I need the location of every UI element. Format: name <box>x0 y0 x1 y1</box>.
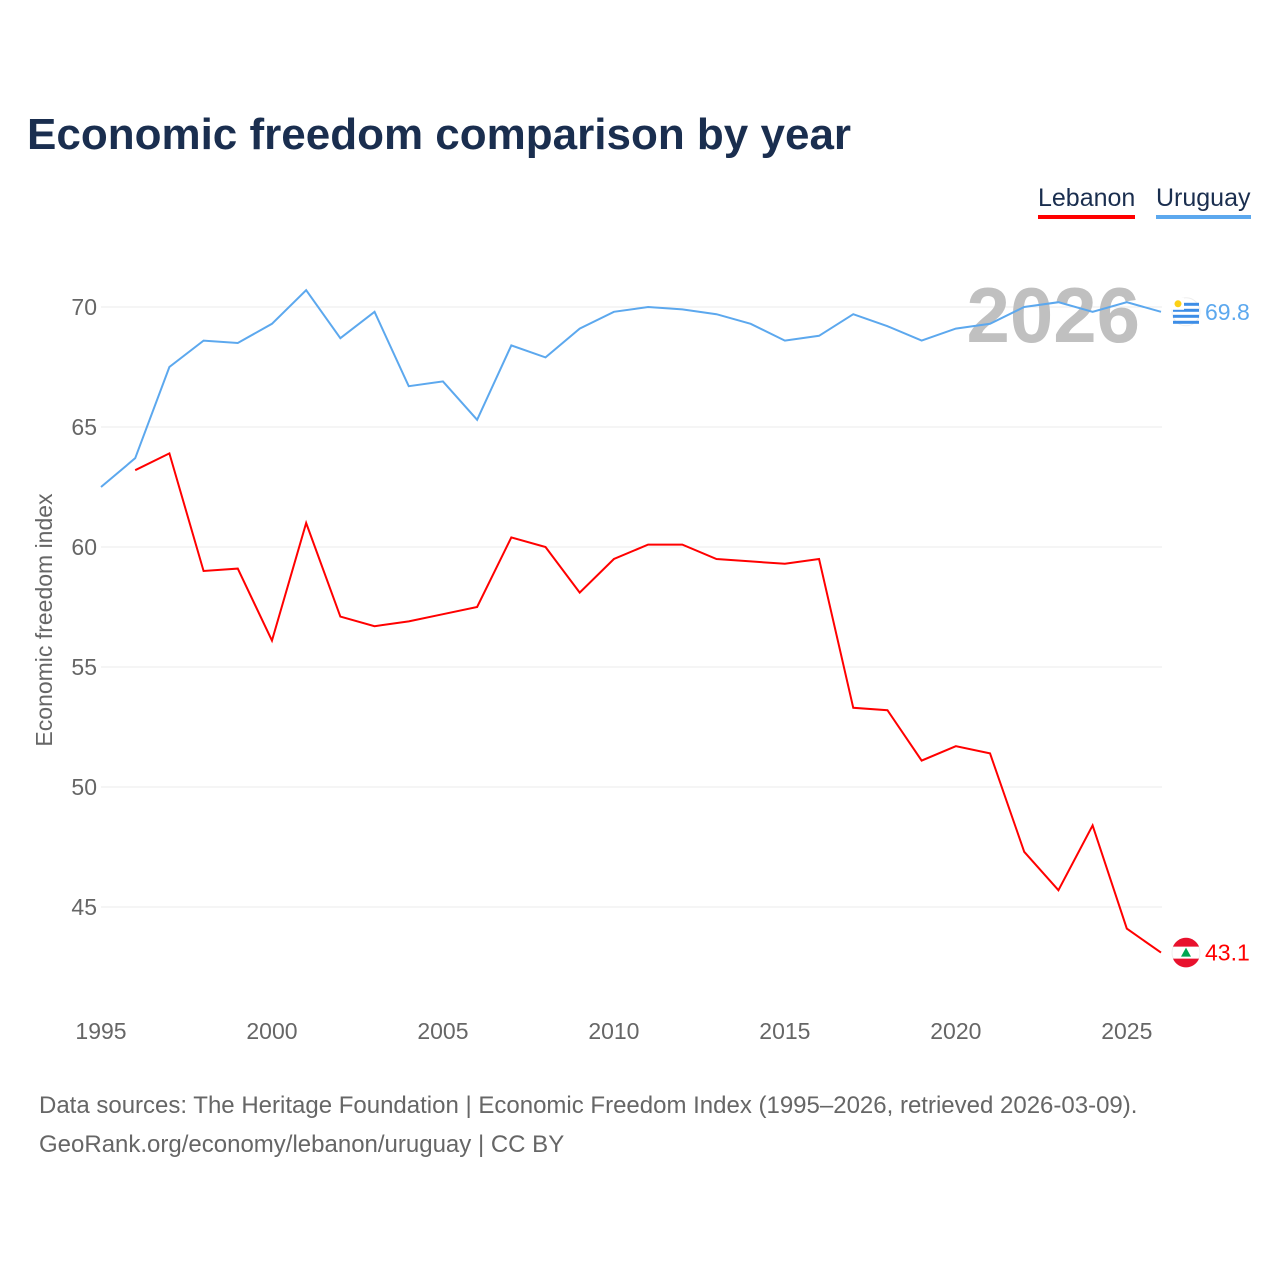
data-point-uruguay[interactable] <box>269 321 275 327</box>
data-point-uruguay[interactable] <box>372 309 378 315</box>
y-tick-label: 60 <box>71 534 97 560</box>
y-tick-label: 55 <box>71 654 97 680</box>
data-point-uruguay[interactable] <box>543 354 549 360</box>
data-point-uruguay[interactable] <box>201 338 207 344</box>
data-point-lebanon[interactable] <box>474 604 480 610</box>
data-point-lebanon[interactable] <box>1055 887 1061 893</box>
data-point-uruguay[interactable] <box>132 455 138 461</box>
x-tick-label: 2025 <box>1101 1018 1152 1044</box>
data-point-lebanon[interactable] <box>269 638 275 644</box>
data-point-lebanon[interactable] <box>1090 822 1096 828</box>
data-point-uruguay[interactable] <box>782 338 788 344</box>
lebanon-flag-icon <box>1171 937 1201 968</box>
data-point-uruguay[interactable] <box>166 364 172 370</box>
data-point-uruguay[interactable] <box>577 326 583 332</box>
data-point-lebanon[interactable] <box>816 556 822 562</box>
data-point-uruguay[interactable] <box>1021 304 1027 310</box>
source-line-2[interactable]: GeoRank.org/economy/lebanon/uruguay | CC… <box>39 1131 565 1158</box>
data-point-uruguay[interactable] <box>1124 299 1130 305</box>
end-value-label: 43.1 <box>1205 940 1250 966</box>
series-line-uruguay <box>100 288 1162 488</box>
x-tick-label: 2005 <box>417 1018 468 1044</box>
x-tick-label: 1995 <box>75 1018 126 1044</box>
data-point-uruguay[interactable] <box>474 417 480 423</box>
legend-lebanon[interactable]: Lebanon <box>1038 184 1136 219</box>
data-point-lebanon[interactable] <box>611 556 617 562</box>
data-point-lebanon[interactable] <box>782 561 788 567</box>
y-tick-label: 50 <box>71 774 97 800</box>
chart-title: Economic freedom comparison by year <box>27 110 852 159</box>
data-point-lebanon[interactable] <box>166 450 172 456</box>
data-point-uruguay[interactable] <box>816 333 822 339</box>
x-tick-label: 2015 <box>759 1018 810 1044</box>
data-point-lebanon[interactable] <box>919 758 925 764</box>
data-point-uruguay[interactable] <box>748 321 754 327</box>
x-tick-label: 2020 <box>930 1018 981 1044</box>
y-tick-label: 65 <box>71 414 97 440</box>
data-point-lebanon[interactable] <box>1124 926 1130 932</box>
data-point-lebanon[interactable] <box>132 467 138 473</box>
data-point-lebanon[interactable] <box>508 534 514 540</box>
data-point-lebanon[interactable] <box>337 614 343 620</box>
y-tick-label: 70 <box>71 294 97 320</box>
data-point-lebanon[interactable] <box>406 618 412 624</box>
data-point-uruguay[interactable] <box>337 335 343 341</box>
data-point-uruguay[interactable] <box>953 326 959 332</box>
data-point-lebanon[interactable] <box>440 611 446 617</box>
data-point-uruguay[interactable] <box>611 309 617 315</box>
year-watermark: 2026 <box>966 271 1140 359</box>
data-point-uruguay[interactable] <box>508 342 514 348</box>
y-tick-label: 45 <box>71 894 97 920</box>
data-point-lebanon[interactable] <box>1158 950 1164 956</box>
data-point-uruguay[interactable] <box>679 306 685 312</box>
data-point-lebanon[interactable] <box>201 568 207 574</box>
data-point-lebanon[interactable] <box>679 542 685 548</box>
data-point-lebanon[interactable] <box>645 542 651 548</box>
data-point-lebanon[interactable] <box>850 705 856 711</box>
data-point-uruguay[interactable] <box>987 321 993 327</box>
data-point-uruguay[interactable] <box>919 338 925 344</box>
data-point-lebanon[interactable] <box>543 544 549 550</box>
data-point-lebanon[interactable] <box>372 623 378 629</box>
data-point-lebanon[interactable] <box>987 750 993 756</box>
x-tick-label: 2000 <box>246 1018 297 1044</box>
data-point-uruguay[interactable] <box>440 378 446 384</box>
legend-uruguay[interactable]: Uruguay <box>1156 184 1251 219</box>
data-point-lebanon[interactable] <box>577 590 583 596</box>
data-point-uruguay[interactable] <box>713 311 719 317</box>
data-point-uruguay[interactable] <box>98 484 104 490</box>
data-point-lebanon[interactable] <box>235 566 241 572</box>
data-point-lebanon[interactable] <box>1021 849 1027 855</box>
data-point-uruguay[interactable] <box>303 287 309 293</box>
end-value-label: 69.8 <box>1205 299 1250 325</box>
data-point-lebanon[interactable] <box>953 743 959 749</box>
y-axis-label: Economic freedom index <box>31 493 57 747</box>
data-point-lebanon[interactable] <box>713 556 719 562</box>
data-point-lebanon[interactable] <box>748 558 754 564</box>
x-tick-label: 2010 <box>588 1018 639 1044</box>
data-point-uruguay[interactable] <box>235 340 241 346</box>
data-point-uruguay[interactable] <box>406 383 412 389</box>
data-point-uruguay[interactable] <box>1055 299 1061 305</box>
series-line-lebanon <box>134 451 1162 954</box>
data-point-lebanon[interactable] <box>884 707 890 713</box>
data-point-uruguay[interactable] <box>884 323 890 329</box>
source-line-1: Data sources: The Heritage Foundation | … <box>39 1092 1138 1119</box>
data-point-uruguay[interactable] <box>850 311 856 317</box>
data-point-uruguay[interactable] <box>1090 309 1096 315</box>
data-point-uruguay[interactable] <box>1158 309 1164 315</box>
source-note: Data sources: The Heritage Foundation | … <box>39 1086 1137 1164</box>
data-point-uruguay[interactable] <box>645 304 651 310</box>
data-point-lebanon[interactable] <box>303 520 309 526</box>
uruguay-flag-icon <box>1171 297 1201 327</box>
